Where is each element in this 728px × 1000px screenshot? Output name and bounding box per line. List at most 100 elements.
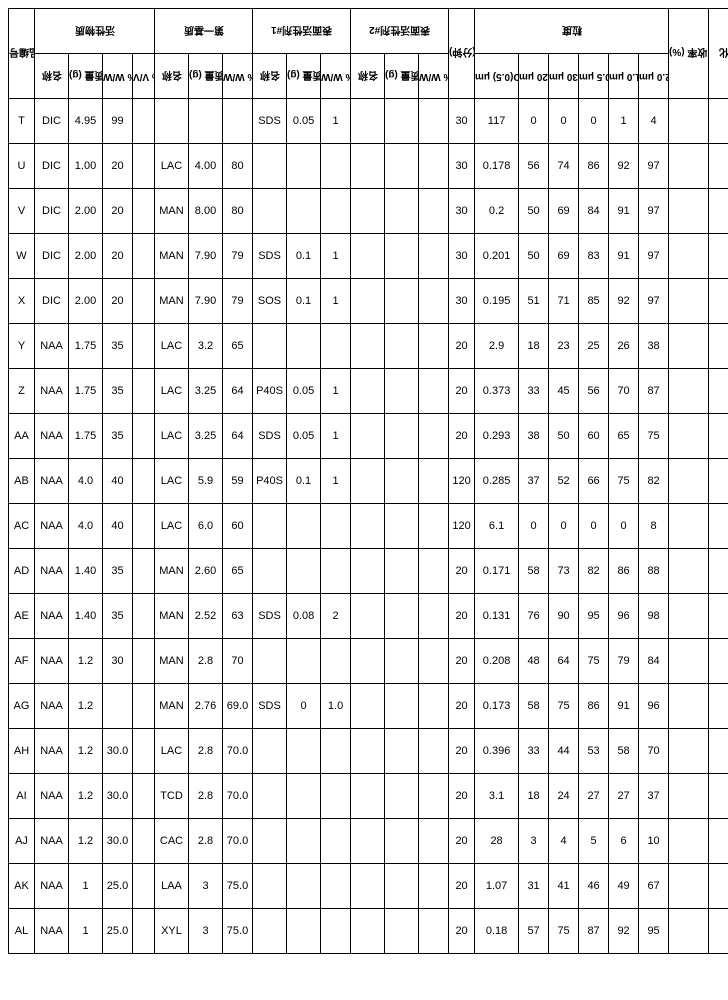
cell-p20: 97 <box>639 189 669 234</box>
hdr-active: 活性物质 <box>35 9 155 54</box>
cell-m_q: 2.52 <box>189 594 223 639</box>
cell-a_vv <box>133 684 155 729</box>
hdr-matrix: 第一基质 <box>155 9 253 54</box>
table-row: ALNAA125.0XYL375.0200.185775879295 <box>9 909 728 954</box>
cell-tm: 30 <box>449 189 475 234</box>
cell-a_q: 1.75 <box>69 414 103 459</box>
cell-a_ww: 35 <box>103 414 133 459</box>
cell-p20: 87 <box>639 369 669 414</box>
cell-s1_nm: SDS <box>253 594 287 639</box>
cell-a_ww: 25.0 <box>103 909 133 954</box>
cell-p05: 87 <box>579 909 609 954</box>
cell-s2_nm <box>351 369 385 414</box>
cell-s1_nm <box>253 504 287 549</box>
cell-s1_q <box>287 144 321 189</box>
cell-m_nm: CAC <box>155 819 189 864</box>
cell-m_ww: 80 <box>223 144 253 189</box>
cell-change <box>709 594 728 639</box>
cell-p05: 86 <box>579 684 609 729</box>
cell-s2_q <box>385 909 419 954</box>
cell-p20: 97 <box>639 144 669 189</box>
cell-s2_ww <box>419 684 449 729</box>
cell-s1_nm <box>253 909 287 954</box>
cell-p10: 65 <box>609 414 639 459</box>
cell-p020: 0 <box>519 99 549 144</box>
cell-d05: 0.2 <box>475 189 519 234</box>
cell-a_vv <box>133 99 155 144</box>
cell-m_q: 8.00 <box>189 189 223 234</box>
cell-p020: 76 <box>519 594 549 639</box>
cell-a_vv <box>133 864 155 909</box>
cell-a_ww: 20 <box>103 144 133 189</box>
cell-m_q: 4.00 <box>189 144 223 189</box>
cell-s2_ww <box>419 639 449 684</box>
table-row: ADNAA1.4035MAN2.6065200.1715873828688 <box>9 549 728 594</box>
cell-s1_q: 0.05 <box>287 414 321 459</box>
cell-a_vv <box>133 279 155 324</box>
cell-m_q: 7.90 <box>189 234 223 279</box>
cell-id: AD <box>9 549 35 594</box>
cell-m_ww: 64 <box>223 369 253 414</box>
cell-a_vv <box>133 324 155 369</box>
cell-m_ww: 70 <box>223 639 253 684</box>
cell-d05: 28 <box>475 819 519 864</box>
cell-a_vv <box>133 189 155 234</box>
cell-s2_nm <box>351 414 385 459</box>
cell-tm: 20 <box>449 594 475 639</box>
cell-a_nm: DIC <box>35 234 69 279</box>
cell-s1_nm <box>253 144 287 189</box>
cell-m_nm: LAA <box>155 864 189 909</box>
cell-p030: 64 <box>549 639 579 684</box>
cell-recovery <box>669 504 709 549</box>
cell-s1_ww: 2 <box>321 594 351 639</box>
cell-s2_q <box>385 504 419 549</box>
cell-m_q: 3.25 <box>189 414 223 459</box>
cell-m_q: 3 <box>189 864 223 909</box>
cell-a_q: 4.0 <box>69 459 103 504</box>
cell-p05: 66 <box>579 459 609 504</box>
cell-id: AK <box>9 864 35 909</box>
table-row: AANAA1.7535LAC3.2564SDS0.051200.29338506… <box>9 414 728 459</box>
cell-change <box>709 819 728 864</box>
cell-p10: 91 <box>609 189 639 234</box>
cell-a_nm: NAA <box>35 729 69 774</box>
cell-tm: 30 <box>449 144 475 189</box>
cell-s2_nm <box>351 639 385 684</box>
cell-change <box>709 684 728 729</box>
cell-s2_q <box>385 819 419 864</box>
cell-d05: 0.131 <box>475 594 519 639</box>
cell-s2_nm <box>351 324 385 369</box>
cell-p030: 45 <box>549 369 579 414</box>
cell-p020: 56 <box>519 144 549 189</box>
cell-p020: 37 <box>519 459 549 504</box>
cell-a_vv <box>133 369 155 414</box>
hdr-s2-name: 名称 <box>351 54 385 99</box>
cell-a_q: 1.75 <box>69 324 103 369</box>
cell-d05: 117 <box>475 99 519 144</box>
hdr-a-vv: % V/V <box>133 54 155 99</box>
cell-s1_q <box>287 864 321 909</box>
cell-a_q: 1.40 <box>69 594 103 639</box>
table-row: AJNAA1.230.0CAC2.870.02028345610 <box>9 819 728 864</box>
cell-p05: 0 <box>579 504 609 549</box>
cell-a_nm: NAA <box>35 684 69 729</box>
cell-s2_ww <box>419 144 449 189</box>
cell-id: T <box>9 99 35 144</box>
cell-s1_ww: 1 <box>321 99 351 144</box>
cell-p20: 8 <box>639 504 669 549</box>
cell-p05: 85 <box>579 279 609 324</box>
cell-s1_nm <box>253 189 287 234</box>
cell-tm: 20 <box>449 729 475 774</box>
cell-m_ww: 64 <box>223 414 253 459</box>
hdr-p020: % <0.20 μm <box>519 54 549 99</box>
cell-d05: 0.171 <box>475 549 519 594</box>
cell-s1_q <box>287 324 321 369</box>
cell-m_q: 6.0 <box>189 504 223 549</box>
cell-s1_ww <box>321 144 351 189</box>
hdr-psd: 粒度 <box>475 9 669 54</box>
cell-a_nm: NAA <box>35 864 69 909</box>
hdr-s2-ww: % W/W <box>419 54 449 99</box>
cell-s2_ww <box>419 819 449 864</box>
cell-change <box>709 414 728 459</box>
cell-s2_ww <box>419 324 449 369</box>
